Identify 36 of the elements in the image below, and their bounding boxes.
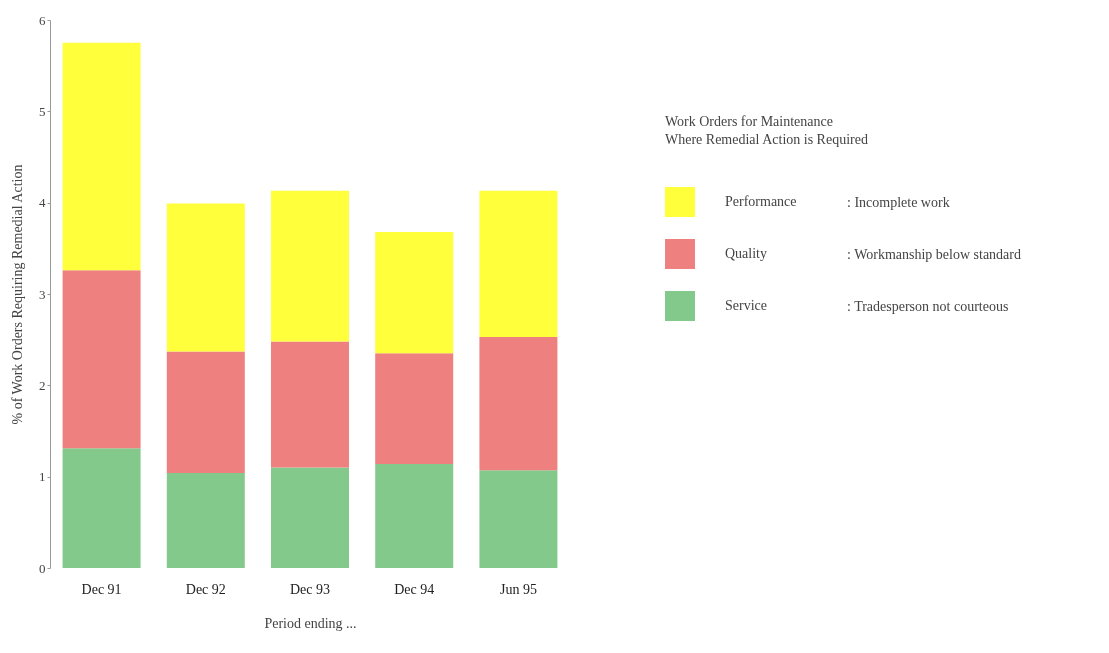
x-axis-title: Period ending ...	[264, 615, 357, 631]
bar	[166, 473, 245, 568]
y-tick-label: 1	[39, 469, 46, 485]
y-tick-label: 2	[39, 377, 46, 393]
text: : Incomplete work	[847, 195, 950, 210]
legend-label: Performance	[725, 194, 797, 209]
x-tick-label: Dec 92	[185, 581, 226, 597]
text: : Tradesperson not courteous	[847, 299, 1009, 314]
bar	[375, 463, 454, 568]
bar	[271, 190, 349, 342]
y-tick-label: 4	[39, 195, 46, 211]
x-tick-label: Jun 95	[499, 581, 537, 597]
bar	[62, 270, 141, 449]
x-tick-label: Dec 94	[394, 581, 435, 597]
bar	[375, 353, 454, 464]
text: : Workmanship below standard	[847, 247, 1021, 262]
x-tick-label: Dec 91	[81, 581, 122, 597]
bar	[271, 341, 349, 468]
x-tick-label: Dec 93	[289, 581, 331, 597]
y-tick-label: 0	[39, 560, 46, 576]
bar	[375, 231, 454, 354]
y-tick-label: 3	[39, 286, 46, 302]
bar	[479, 190, 558, 337]
y-tick-label: 6	[39, 12, 46, 28]
bar	[166, 351, 245, 474]
y-tick-label: 5	[39, 103, 46, 119]
y-axis-title: % of Work Orders Requiring Remedial Action	[10, 164, 25, 425]
legend-label: Quality	[725, 246, 767, 261]
bar	[62, 42, 141, 271]
bar	[166, 203, 245, 352]
bar	[62, 448, 141, 568]
bar	[479, 470, 558, 568]
legend-title: Work Orders for Maintenance Where Remedial Action is Required	[665, 114, 868, 147]
legend-label: Service	[725, 298, 767, 313]
bar	[479, 336, 558, 471]
bar	[271, 467, 349, 568]
